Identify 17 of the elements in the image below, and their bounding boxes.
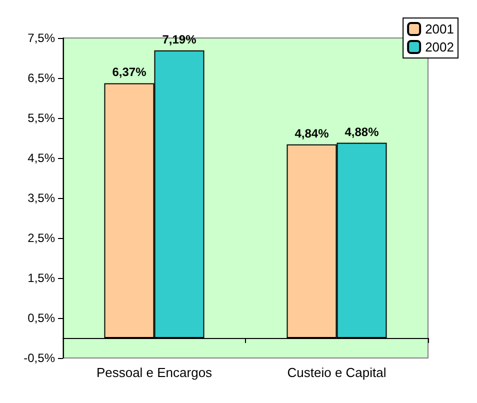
y-tick-label: 3,5% xyxy=(28,191,56,205)
y-tick-label: 6,5% xyxy=(28,71,56,85)
data-label: 4,84% xyxy=(294,126,330,140)
data-label: 4,88% xyxy=(344,124,380,139)
y-tick-label: 0,5% xyxy=(28,311,56,325)
x-tick-label: Custeio e Capital xyxy=(287,365,386,380)
y-tick-label: 4,5% xyxy=(28,151,56,165)
y-tick-label: -0,5% xyxy=(24,351,56,365)
y-tick-label: 7,5% xyxy=(28,31,56,45)
y-tick-label: 5,5% xyxy=(28,111,56,125)
data-label: 6,37% xyxy=(112,65,147,80)
x-tick-label: Pessoal e Encargos xyxy=(96,365,213,380)
y-tick-label: 1,5% xyxy=(28,271,56,285)
y-tick-label: 2,5% xyxy=(28,231,56,245)
legend-label: 2001 xyxy=(425,22,454,36)
legend-label: 2002 xyxy=(425,40,454,54)
data-label: 7,19% xyxy=(162,32,197,46)
